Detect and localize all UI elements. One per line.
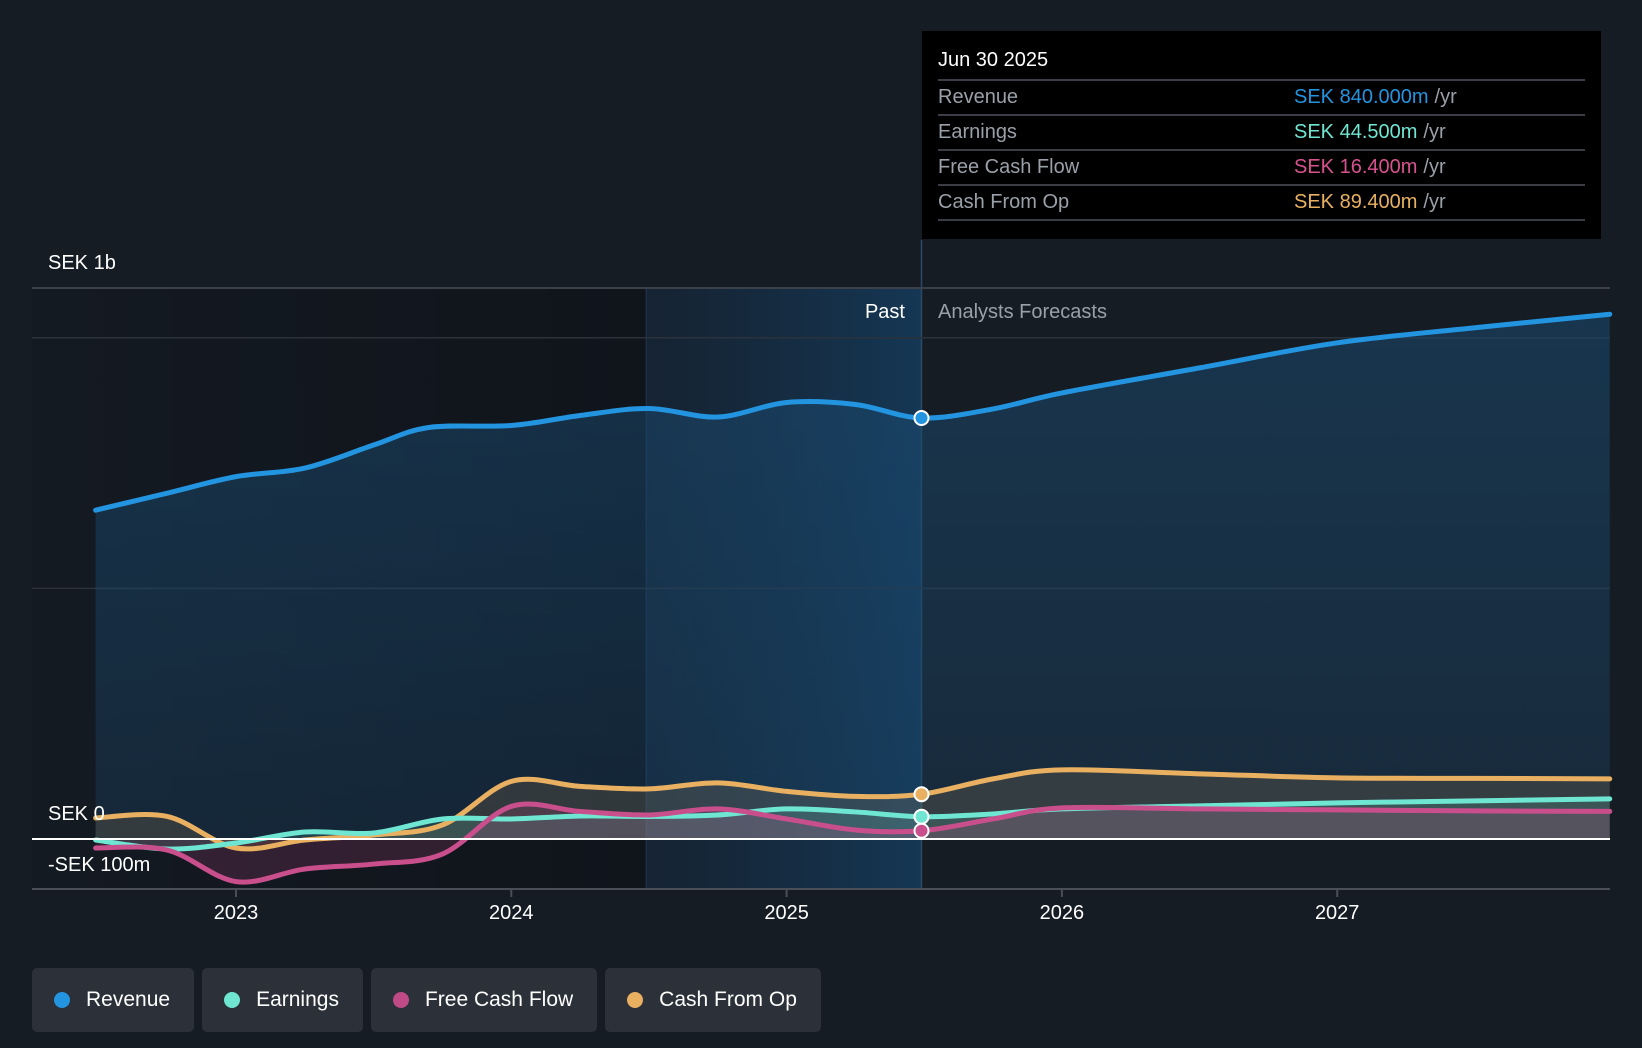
legend-item-earnings[interactable]: Earnings (202, 968, 363, 1032)
tooltip-label: Revenue (938, 86, 1019, 108)
cash-from-op-dot-icon (627, 992, 644, 1008)
free-cash-flow-marker (913, 822, 930, 839)
x-tick-label: 2023 (213, 902, 259, 924)
tooltip: Jun 30 2025 Revenue SEK 840.000m /yr Ear… (922, 31, 1601, 239)
legend-item-free-cash-flow[interactable]: Free Cash Flow (370, 968, 598, 1032)
earnings-marker (913, 808, 930, 825)
tooltip-value: SEK 89.400m (1294, 191, 1418, 213)
revenue-area (95, 314, 1610, 839)
legend-item-cash-from-op[interactable]: Cash From Op (605, 968, 821, 1032)
cash-from-op-marker (913, 786, 930, 803)
free-cash-flow-line (93, 801, 1613, 885)
y-tick-label-minus-100m: -SEK 100m (48, 854, 151, 876)
tooltip-label: Free Cash Flow (938, 156, 1080, 178)
tooltip-unit: /yr (1423, 156, 1446, 178)
revenue-line (93, 311, 1613, 513)
legend: Revenue Earnings Free Cash Flow Cash Fro… (32, 968, 821, 1032)
tooltip-unit: /yr (1423, 191, 1446, 213)
tooltip-row-revenue: Revenue SEK 840.000m /yr (938, 81, 1585, 116)
legend-label: Earnings (256, 988, 339, 1011)
tooltip-unit: /yr (1423, 121, 1446, 143)
earnings-dot-icon (224, 992, 241, 1008)
y-tick-label-1b: SEK 1b (48, 252, 116, 274)
revenue-dot-icon (54, 992, 70, 1008)
x-tick-label: 2026 (1039, 902, 1085, 924)
free-cash-flow-area (95, 804, 1610, 883)
revenue-marker (913, 409, 930, 426)
legend-item-revenue[interactable]: Revenue (32, 968, 195, 1032)
tooltip-row-earnings: Earnings SEK 44.500m /yr (938, 116, 1585, 151)
tooltip-row-free-cash-flow: Free Cash Flow SEK 16.400m /yr (938, 151, 1585, 186)
tooltip-unit: /yr (1434, 86, 1457, 108)
tooltip-date: Jun 30 2025 (938, 45, 1585, 81)
free-cash-flow-dot-icon (392, 992, 409, 1008)
tooltip-value: SEK 44.500m (1294, 121, 1418, 143)
legend-label: Cash From Op (659, 988, 797, 1011)
tooltip-label: Cash From Op (938, 191, 1070, 213)
x-tick-label: 2024 (489, 902, 534, 924)
tooltip-row-cash-from-op: Cash From Op SEK 89.400m /yr (938, 186, 1585, 221)
y-tick-label-0: SEK 0 (48, 803, 105, 825)
past-label: Past (864, 301, 905, 323)
forecast-label: Analysts Forecasts (938, 301, 1107, 323)
tooltip-label: Earnings (938, 121, 1017, 143)
tooltip-value: SEK 840.000m (1294, 86, 1429, 108)
x-tick-label: 2027 (1314, 902, 1360, 924)
x-tick-label: 2025 (764, 902, 809, 924)
legend-label: Free Cash Flow (424, 988, 574, 1011)
legend-label: Revenue (86, 988, 171, 1011)
tooltip-value: SEK 16.400m (1294, 156, 1418, 178)
